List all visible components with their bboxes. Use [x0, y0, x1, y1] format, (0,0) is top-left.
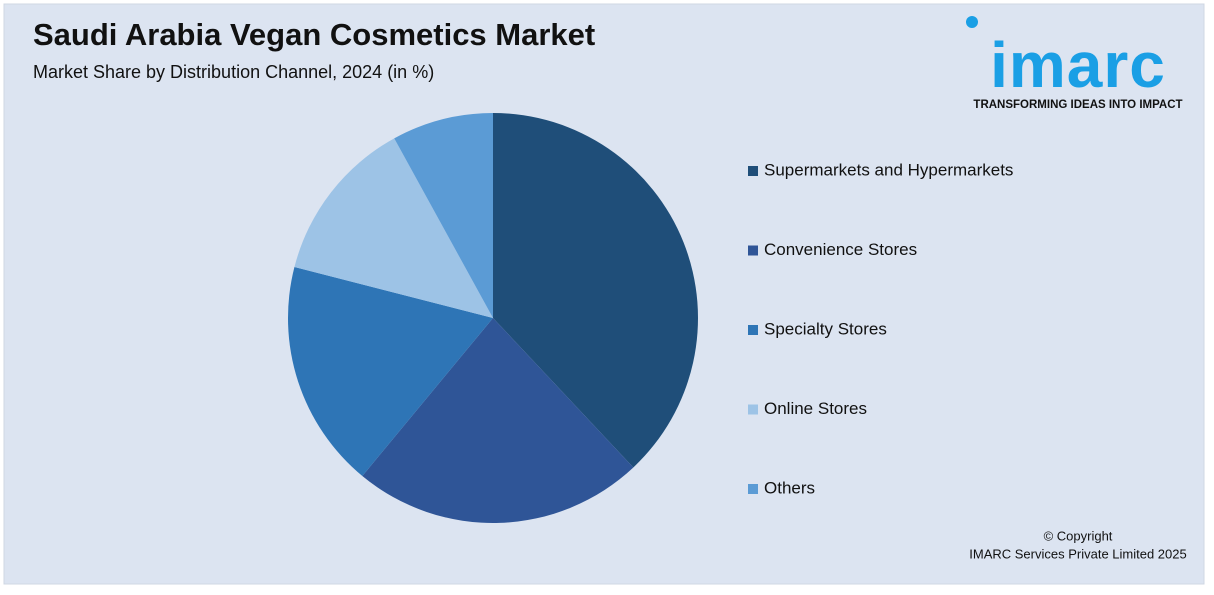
- pie-slice: [362, 318, 634, 523]
- logo-text: imarc: [990, 29, 1166, 101]
- legend-swatch: [748, 404, 758, 415]
- legend-label: Others: [764, 478, 815, 497]
- legend-label: Online Stores: [764, 399, 867, 418]
- legend-label: Convenience Stores: [764, 240, 917, 259]
- legend-swatch: [748, 166, 758, 176]
- legend-swatch: [748, 325, 758, 335]
- chart-title: Saudi Arabia Vegan Cosmetics Market: [33, 17, 595, 52]
- logo-dot: [966, 16, 978, 28]
- legend-swatch: [748, 484, 758, 494]
- pie-slice: [288, 267, 493, 476]
- legend-label: Supermarkets and Hypermarkets: [764, 160, 1013, 179]
- legend-label: Specialty Stores: [764, 319, 887, 338]
- chart-subtitle: Market Share by Distribution Channel, 20…: [33, 62, 434, 82]
- copyright: IMARC Services Private Limited 2025: [969, 546, 1186, 561]
- pie-slice: [294, 138, 493, 318]
- legend-swatch: [748, 245, 758, 256]
- copyright: © Copyright: [1044, 528, 1113, 543]
- pie-slice: [493, 113, 699, 468]
- logo-tagline: TRANSFORMING IDEAS INTO IMPACT: [973, 99, 1182, 111]
- pie-slice: [394, 113, 493, 318]
